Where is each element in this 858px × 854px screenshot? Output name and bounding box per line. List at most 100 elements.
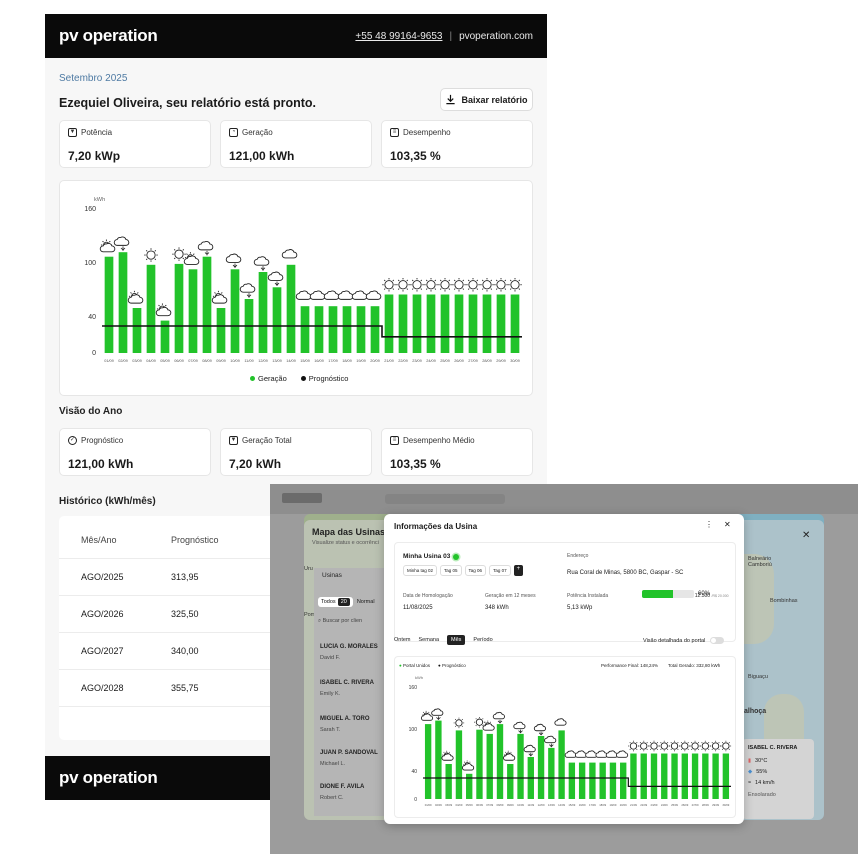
generation-bar[interactable] [671, 753, 678, 800]
generation-bar[interactable] [548, 747, 555, 799]
meter-icon: ◔ [229, 128, 238, 137]
generation-bar[interactable] [286, 264, 296, 353]
generation-bar[interactable] [589, 762, 596, 799]
thermometer-icon: ▮ [748, 758, 752, 764]
filter-all-chip[interactable]: Todos 20 [318, 597, 353, 607]
generation-bar[interactable] [468, 294, 478, 354]
map-label: Balneário Camboriú [748, 556, 772, 568]
generation-bar[interactable] [412, 294, 422, 354]
report-greeting: Ezequiel Oliveira, seu relatório está pr… [59, 96, 317, 110]
list-item[interactable]: MIGUEL A. TORO Sarah T. [320, 716, 370, 733]
tab-period[interactable]: Período [473, 637, 493, 643]
generation-bar[interactable] [496, 724, 504, 799]
list-item[interactable]: LUCIA G. MORALES David F. [320, 644, 378, 661]
generation-bar[interactable] [174, 263, 184, 353]
generation-bar[interactable] [272, 287, 282, 353]
generation-bar[interactable] [328, 306, 338, 353]
cell-month: AGO/2025 [81, 572, 124, 582]
x-tick-label: 08/09 [202, 359, 212, 363]
generation-bar[interactable] [216, 308, 226, 353]
tag-chip[interactable]: Tag 07 [489, 565, 511, 576]
generation-bar[interactable] [476, 729, 483, 799]
generation-bar[interactable] [496, 294, 506, 354]
tag-chip[interactable]: Tag 05 [440, 565, 462, 576]
generation-bar[interactable] [454, 294, 464, 354]
generation-bar[interactable] [426, 294, 436, 354]
app-global-search[interactable] [385, 494, 505, 504]
modal-close-icon[interactable]: ✕ [724, 520, 731, 529]
generation-bar[interactable] [702, 753, 709, 800]
generation-bar[interactable] [160, 320, 170, 353]
generation-bar[interactable] [202, 256, 212, 353]
generation-bar[interactable] [230, 269, 240, 353]
plants-search-input[interactable]: ⌕ Buscar por clien [318, 618, 363, 624]
generation-bar[interactable] [630, 753, 637, 800]
generation-bar[interactable] [466, 773, 473, 799]
tab-month[interactable]: Mês [447, 635, 466, 645]
generation-bar[interactable] [455, 730, 463, 799]
generation-bar[interactable] [132, 308, 142, 353]
generation-bar[interactable] [398, 294, 408, 354]
generation-bar[interactable] [342, 306, 352, 353]
filter-normal-chip[interactable]: Normal [356, 599, 375, 605]
generation-bar[interactable] [258, 272, 268, 353]
generation-bar[interactable] [104, 256, 114, 353]
generation-bar[interactable] [712, 753, 719, 800]
period-tabs: Ontem Semana Mês Período [394, 635, 493, 645]
generation-bar[interactable] [537, 736, 545, 799]
generation-bar[interactable] [356, 306, 366, 353]
phone-link[interactable]: +55 48 99164-9653 [355, 30, 443, 42]
tag-chip[interactable]: Minha tag 02 [403, 565, 438, 576]
generation-bar[interactable] [650, 753, 658, 800]
generation-bar[interactable] [188, 269, 198, 353]
address-label: Endereço [567, 553, 589, 559]
sun-icon [689, 740, 701, 752]
generation-bar[interactable] [558, 730, 565, 799]
generation-bar[interactable] [435, 720, 442, 799]
portal-toggle[interactable] [710, 637, 725, 644]
generation-bar[interactable] [300, 306, 310, 353]
generation-bar[interactable] [661, 753, 668, 800]
tab-yesterday[interactable]: Ontem [394, 637, 411, 643]
generation-bar[interactable] [722, 753, 730, 800]
kpi-label: Desempenho [403, 128, 451, 137]
list-item[interactable]: ISABEL C. RIVERA Emily K. [320, 680, 374, 697]
generation-bar[interactable] [507, 764, 514, 799]
generation-bar[interactable] [440, 294, 450, 354]
x-tick-label: 30/09 [510, 359, 520, 363]
generation-bar[interactable] [510, 294, 520, 354]
generation-bar[interactable] [640, 753, 647, 800]
close-icon[interactable]: ✕ [802, 530, 811, 541]
y-tick-label: 40 [411, 769, 417, 775]
generation-bar[interactable] [620, 762, 627, 799]
shield-icon: ▼ [229, 436, 238, 445]
generation-bar[interactable] [517, 733, 524, 799]
weather-card: ISABEL C. RIVERA ▮ 30°C ◆ 55% ≈14 km/h Ens… [742, 739, 814, 819]
generation-bar[interactable] [691, 753, 699, 800]
generation-bar[interactable] [599, 762, 606, 799]
generation-bar[interactable] [486, 733, 493, 799]
x-tick-label: 05/09 [160, 359, 170, 363]
partly-cloudy-icon [183, 252, 200, 265]
generation-bar[interactable] [609, 762, 617, 799]
generation-bar[interactable] [314, 306, 324, 353]
tab-week[interactable]: Semana [418, 637, 440, 643]
generation-bar[interactable] [424, 724, 432, 799]
tag-chip[interactable]: Tag 06 [464, 565, 487, 576]
list-item[interactable]: DIONE F. AVILA Robert C. [320, 784, 365, 801]
generation-bar[interactable] [681, 753, 688, 800]
generation-bar[interactable] [568, 762, 576, 799]
website-link[interactable]: pvoperation.com [459, 30, 533, 42]
generation-bar[interactable] [384, 294, 394, 354]
generation-bar[interactable] [445, 764, 452, 799]
x-tick-label: 13/09 [548, 803, 555, 807]
download-report-button[interactable]: Baixar relatório [440, 88, 533, 111]
generation-bar[interactable] [482, 294, 492, 354]
generation-bar[interactable] [118, 252, 128, 353]
generation-bar[interactable] [578, 762, 586, 799]
generation-bar[interactable] [370, 306, 380, 353]
add-tag-button[interactable]: + [513, 565, 524, 576]
list-item[interactable]: JUAN P. SANDOVAL Michael L. [320, 750, 378, 767]
more-options-icon[interactable]: ⋮ [705, 520, 713, 529]
generation-bar[interactable] [146, 264, 156, 353]
